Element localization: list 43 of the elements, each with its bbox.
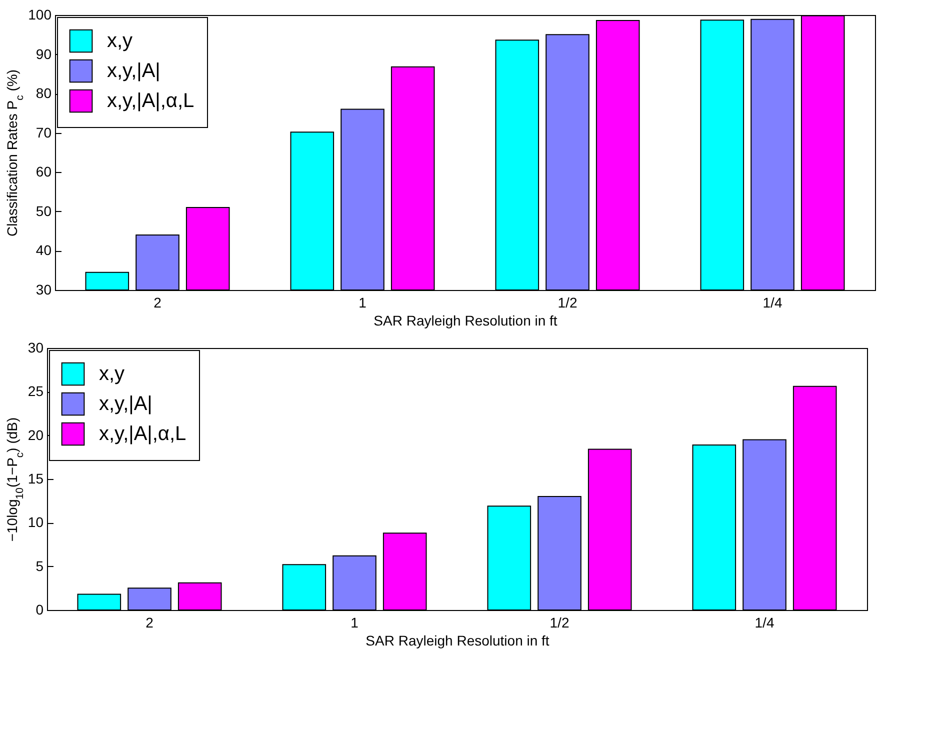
legend-label: x,y,|A|,α,L — [99, 423, 186, 445]
bar — [282, 564, 326, 610]
y-tick-label: 15 — [28, 470, 44, 486]
y-tick-label: 0 — [36, 602, 44, 618]
y-tick-label: 30 — [28, 340, 44, 356]
x-axis-title: SAR Rayleigh Resolution in ft — [374, 312, 558, 328]
bar — [792, 386, 837, 610]
x-tick-label: 2 — [146, 614, 154, 630]
x-tick-label: 1 — [358, 294, 367, 310]
y-tick-label: 5 — [36, 558, 44, 574]
x-tick-label: 2 — [154, 294, 162, 310]
legend-label: x,y — [99, 363, 125, 385]
legend-label: x,y,|A|,α,L — [107, 90, 194, 112]
bar — [178, 582, 222, 610]
bar — [588, 448, 632, 610]
x-axis-title: SAR Rayleigh Resolution in ft — [366, 632, 550, 648]
y-tick-label: 100 — [28, 6, 52, 22]
bar — [487, 506, 532, 610]
y-tick-label: 90 — [36, 46, 52, 62]
x-tick-label: 1/2 — [550, 614, 570, 630]
legend-label: x,y — [107, 30, 133, 52]
x-tick-label: 1 — [350, 614, 359, 630]
bar — [742, 439, 786, 610]
bar — [692, 444, 736, 610]
bar — [332, 555, 376, 610]
x-tick-label: 1/4 — [754, 614, 774, 630]
bar — [77, 594, 122, 610]
y-tick-label: 25 — [28, 383, 44, 400]
legend-label: x,y,|A| — [107, 60, 160, 82]
y-tick-label: 10 — [28, 514, 44, 530]
y-tick-label: 30 — [36, 282, 52, 298]
x-tick-label: 1/2 — [558, 294, 578, 310]
y-tick-label: 50 — [36, 202, 52, 219]
y-tick-label: 70 — [36, 124, 52, 140]
y-tick-label: 60 — [36, 164, 52, 180]
y-tick-label: 20 — [28, 426, 44, 443]
y-tick-label: 40 — [36, 242, 52, 258]
bar — [128, 588, 172, 610]
bar — [382, 532, 427, 610]
bar — [538, 496, 582, 610]
y-tick-label: 80 — [36, 85, 52, 102]
x-tick-label: 1/4 — [762, 294, 782, 310]
legend-label: x,y,|A| — [99, 393, 152, 415]
